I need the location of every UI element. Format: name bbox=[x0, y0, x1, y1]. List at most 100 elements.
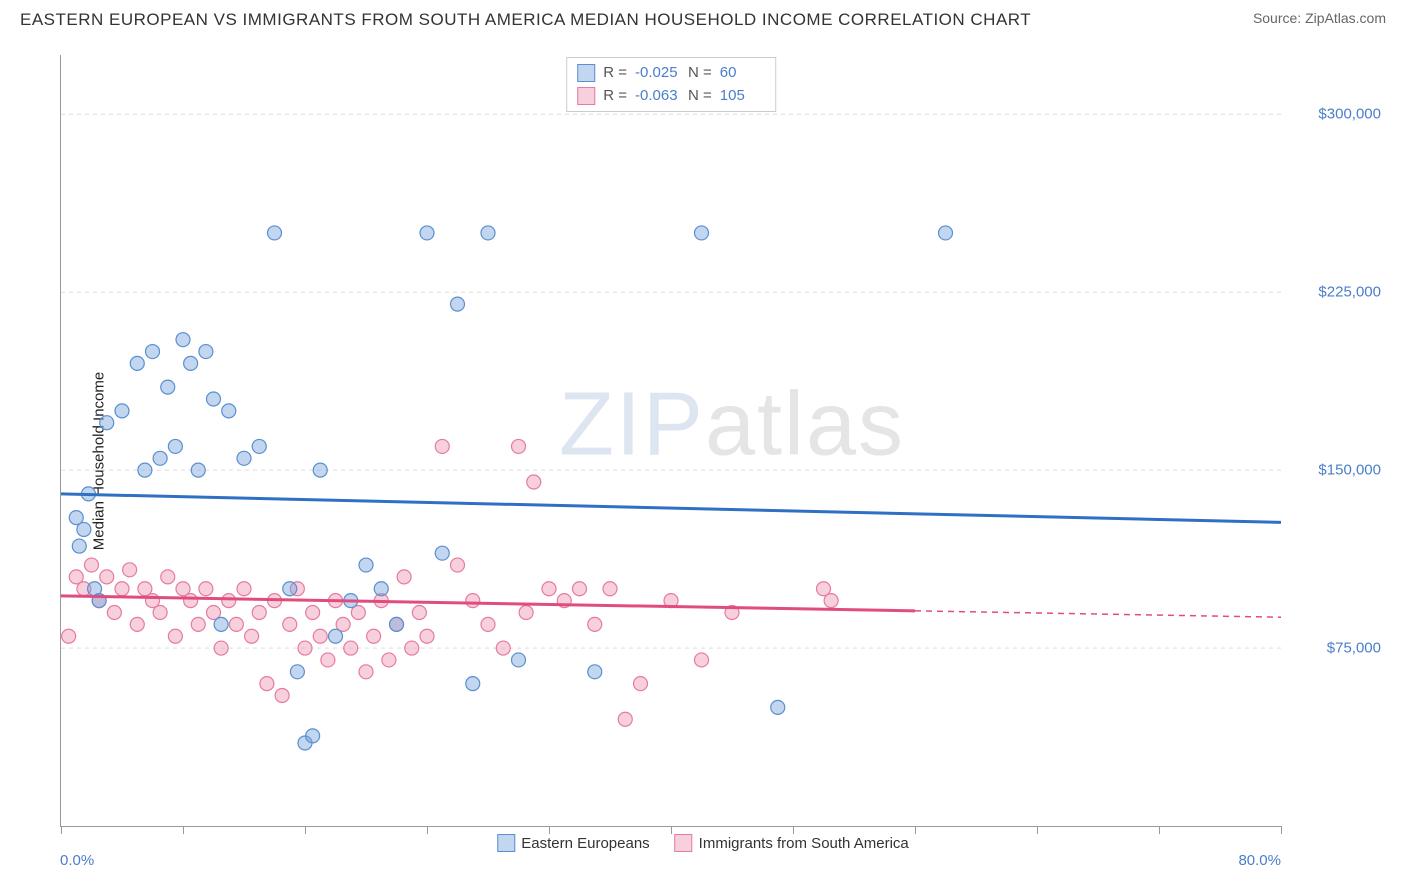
x-tick bbox=[549, 826, 550, 834]
scatter-point-a bbox=[176, 333, 190, 347]
scatter-point-b bbox=[313, 629, 327, 643]
n-label: N = bbox=[688, 85, 712, 108]
scatter-point-b bbox=[237, 582, 251, 596]
scatter-point-b bbox=[85, 558, 99, 572]
scatter-point-a bbox=[138, 463, 152, 477]
scatter-point-a bbox=[306, 729, 320, 743]
scatter-point-b bbox=[184, 594, 198, 608]
x-tick bbox=[305, 826, 306, 834]
scatter-point-b bbox=[359, 665, 373, 679]
x-tick bbox=[1281, 826, 1282, 834]
series-legend: Eastern Europeans Immigrants from South … bbox=[497, 834, 909, 852]
scatter-point-b bbox=[412, 605, 426, 619]
trend-line-a bbox=[61, 494, 1281, 522]
scatter-point-a bbox=[237, 451, 251, 465]
y-tick-label: $300,000 bbox=[1291, 106, 1381, 123]
scatter-point-b bbox=[107, 605, 121, 619]
scatter-point-a bbox=[268, 226, 282, 240]
scatter-point-b bbox=[618, 712, 632, 726]
r-label: R = bbox=[603, 62, 627, 85]
x-tick bbox=[1037, 826, 1038, 834]
scatter-point-a bbox=[481, 226, 495, 240]
scatter-point-b bbox=[527, 475, 541, 489]
swatch-b-icon bbox=[675, 834, 693, 852]
stats-legend: R = -0.025 N = 60 R = -0.063 N = 105 bbox=[566, 57, 776, 112]
scatter-point-b bbox=[481, 617, 495, 631]
chart-container: Median Household Income ZIPatlas R = -0.… bbox=[15, 45, 1391, 877]
scatter-point-a bbox=[100, 416, 114, 430]
scatter-point-a bbox=[359, 558, 373, 572]
x-tick bbox=[1159, 826, 1160, 834]
x-tick bbox=[427, 826, 428, 834]
scatter-point-b bbox=[222, 594, 236, 608]
scatter-point-b bbox=[603, 582, 617, 596]
plot-svg bbox=[61, 55, 1281, 826]
scatter-point-a bbox=[146, 345, 160, 359]
stats-row-a: R = -0.025 N = 60 bbox=[577, 62, 765, 85]
y-tick-label: $75,000 bbox=[1291, 640, 1381, 657]
chart-title: EASTERN EUROPEAN VS IMMIGRANTS FROM SOUT… bbox=[20, 10, 1031, 30]
scatter-point-a bbox=[168, 439, 182, 453]
scatter-point-b bbox=[260, 677, 274, 691]
legend-item-b: Immigrants from South America bbox=[675, 834, 909, 852]
x-tick bbox=[671, 826, 672, 834]
x-tick bbox=[915, 826, 916, 834]
scatter-point-b bbox=[199, 582, 213, 596]
scatter-point-b bbox=[367, 629, 381, 643]
scatter-point-b bbox=[435, 439, 449, 453]
scatter-point-a bbox=[451, 297, 465, 311]
scatter-point-b bbox=[168, 629, 182, 643]
scatter-point-b bbox=[153, 605, 167, 619]
scatter-point-b bbox=[229, 617, 243, 631]
scatter-point-a bbox=[435, 546, 449, 560]
swatch-a-icon bbox=[577, 64, 595, 82]
x-tick bbox=[183, 826, 184, 834]
scatter-point-a bbox=[222, 404, 236, 418]
scatter-point-a bbox=[72, 539, 86, 553]
scatter-point-a bbox=[199, 345, 213, 359]
scatter-point-b bbox=[62, 629, 76, 643]
scatter-point-a bbox=[695, 226, 709, 240]
scatter-point-b bbox=[245, 629, 259, 643]
scatter-point-b bbox=[588, 617, 602, 631]
scatter-point-b bbox=[420, 629, 434, 643]
scatter-point-b bbox=[275, 689, 289, 703]
trend-line-b-dashed bbox=[915, 611, 1281, 617]
scatter-point-b bbox=[824, 594, 838, 608]
n-value-a: 60 bbox=[720, 62, 765, 85]
n-label: N = bbox=[688, 62, 712, 85]
scatter-point-b bbox=[344, 641, 358, 655]
scatter-point-a bbox=[115, 404, 129, 418]
scatter-point-a bbox=[207, 392, 221, 406]
scatter-point-a bbox=[191, 463, 205, 477]
scatter-point-a bbox=[374, 582, 388, 596]
legend-label-a: Eastern Europeans bbox=[521, 835, 649, 852]
scatter-point-b bbox=[466, 594, 480, 608]
scatter-point-b bbox=[542, 582, 556, 596]
scatter-point-a bbox=[77, 522, 91, 536]
scatter-point-a bbox=[290, 665, 304, 679]
scatter-point-b bbox=[634, 677, 648, 691]
legend-label-b: Immigrants from South America bbox=[699, 835, 909, 852]
scatter-point-b bbox=[283, 617, 297, 631]
scatter-point-a bbox=[214, 617, 228, 631]
x-axis-labels: 0.0% 80.0% bbox=[60, 852, 1281, 872]
swatch-b-icon bbox=[577, 87, 595, 105]
scatter-point-b bbox=[100, 570, 114, 584]
scatter-point-b bbox=[321, 653, 335, 667]
r-value-a: -0.025 bbox=[635, 62, 680, 85]
r-label: R = bbox=[603, 85, 627, 108]
scatter-point-b bbox=[252, 605, 266, 619]
scatter-point-b bbox=[214, 641, 228, 655]
source-attribution: Source: ZipAtlas.com bbox=[1253, 10, 1386, 26]
x-tick bbox=[61, 826, 62, 834]
plot-area: ZIPatlas R = -0.025 N = 60 R = -0.063 N … bbox=[60, 55, 1281, 827]
scatter-point-b bbox=[123, 563, 137, 577]
swatch-a-icon bbox=[497, 834, 515, 852]
scatter-point-a bbox=[588, 665, 602, 679]
scatter-point-a bbox=[161, 380, 175, 394]
scatter-point-b bbox=[161, 570, 175, 584]
scatter-point-b bbox=[382, 653, 396, 667]
scatter-point-a bbox=[466, 677, 480, 691]
x-max-label: 80.0% bbox=[1238, 852, 1281, 869]
